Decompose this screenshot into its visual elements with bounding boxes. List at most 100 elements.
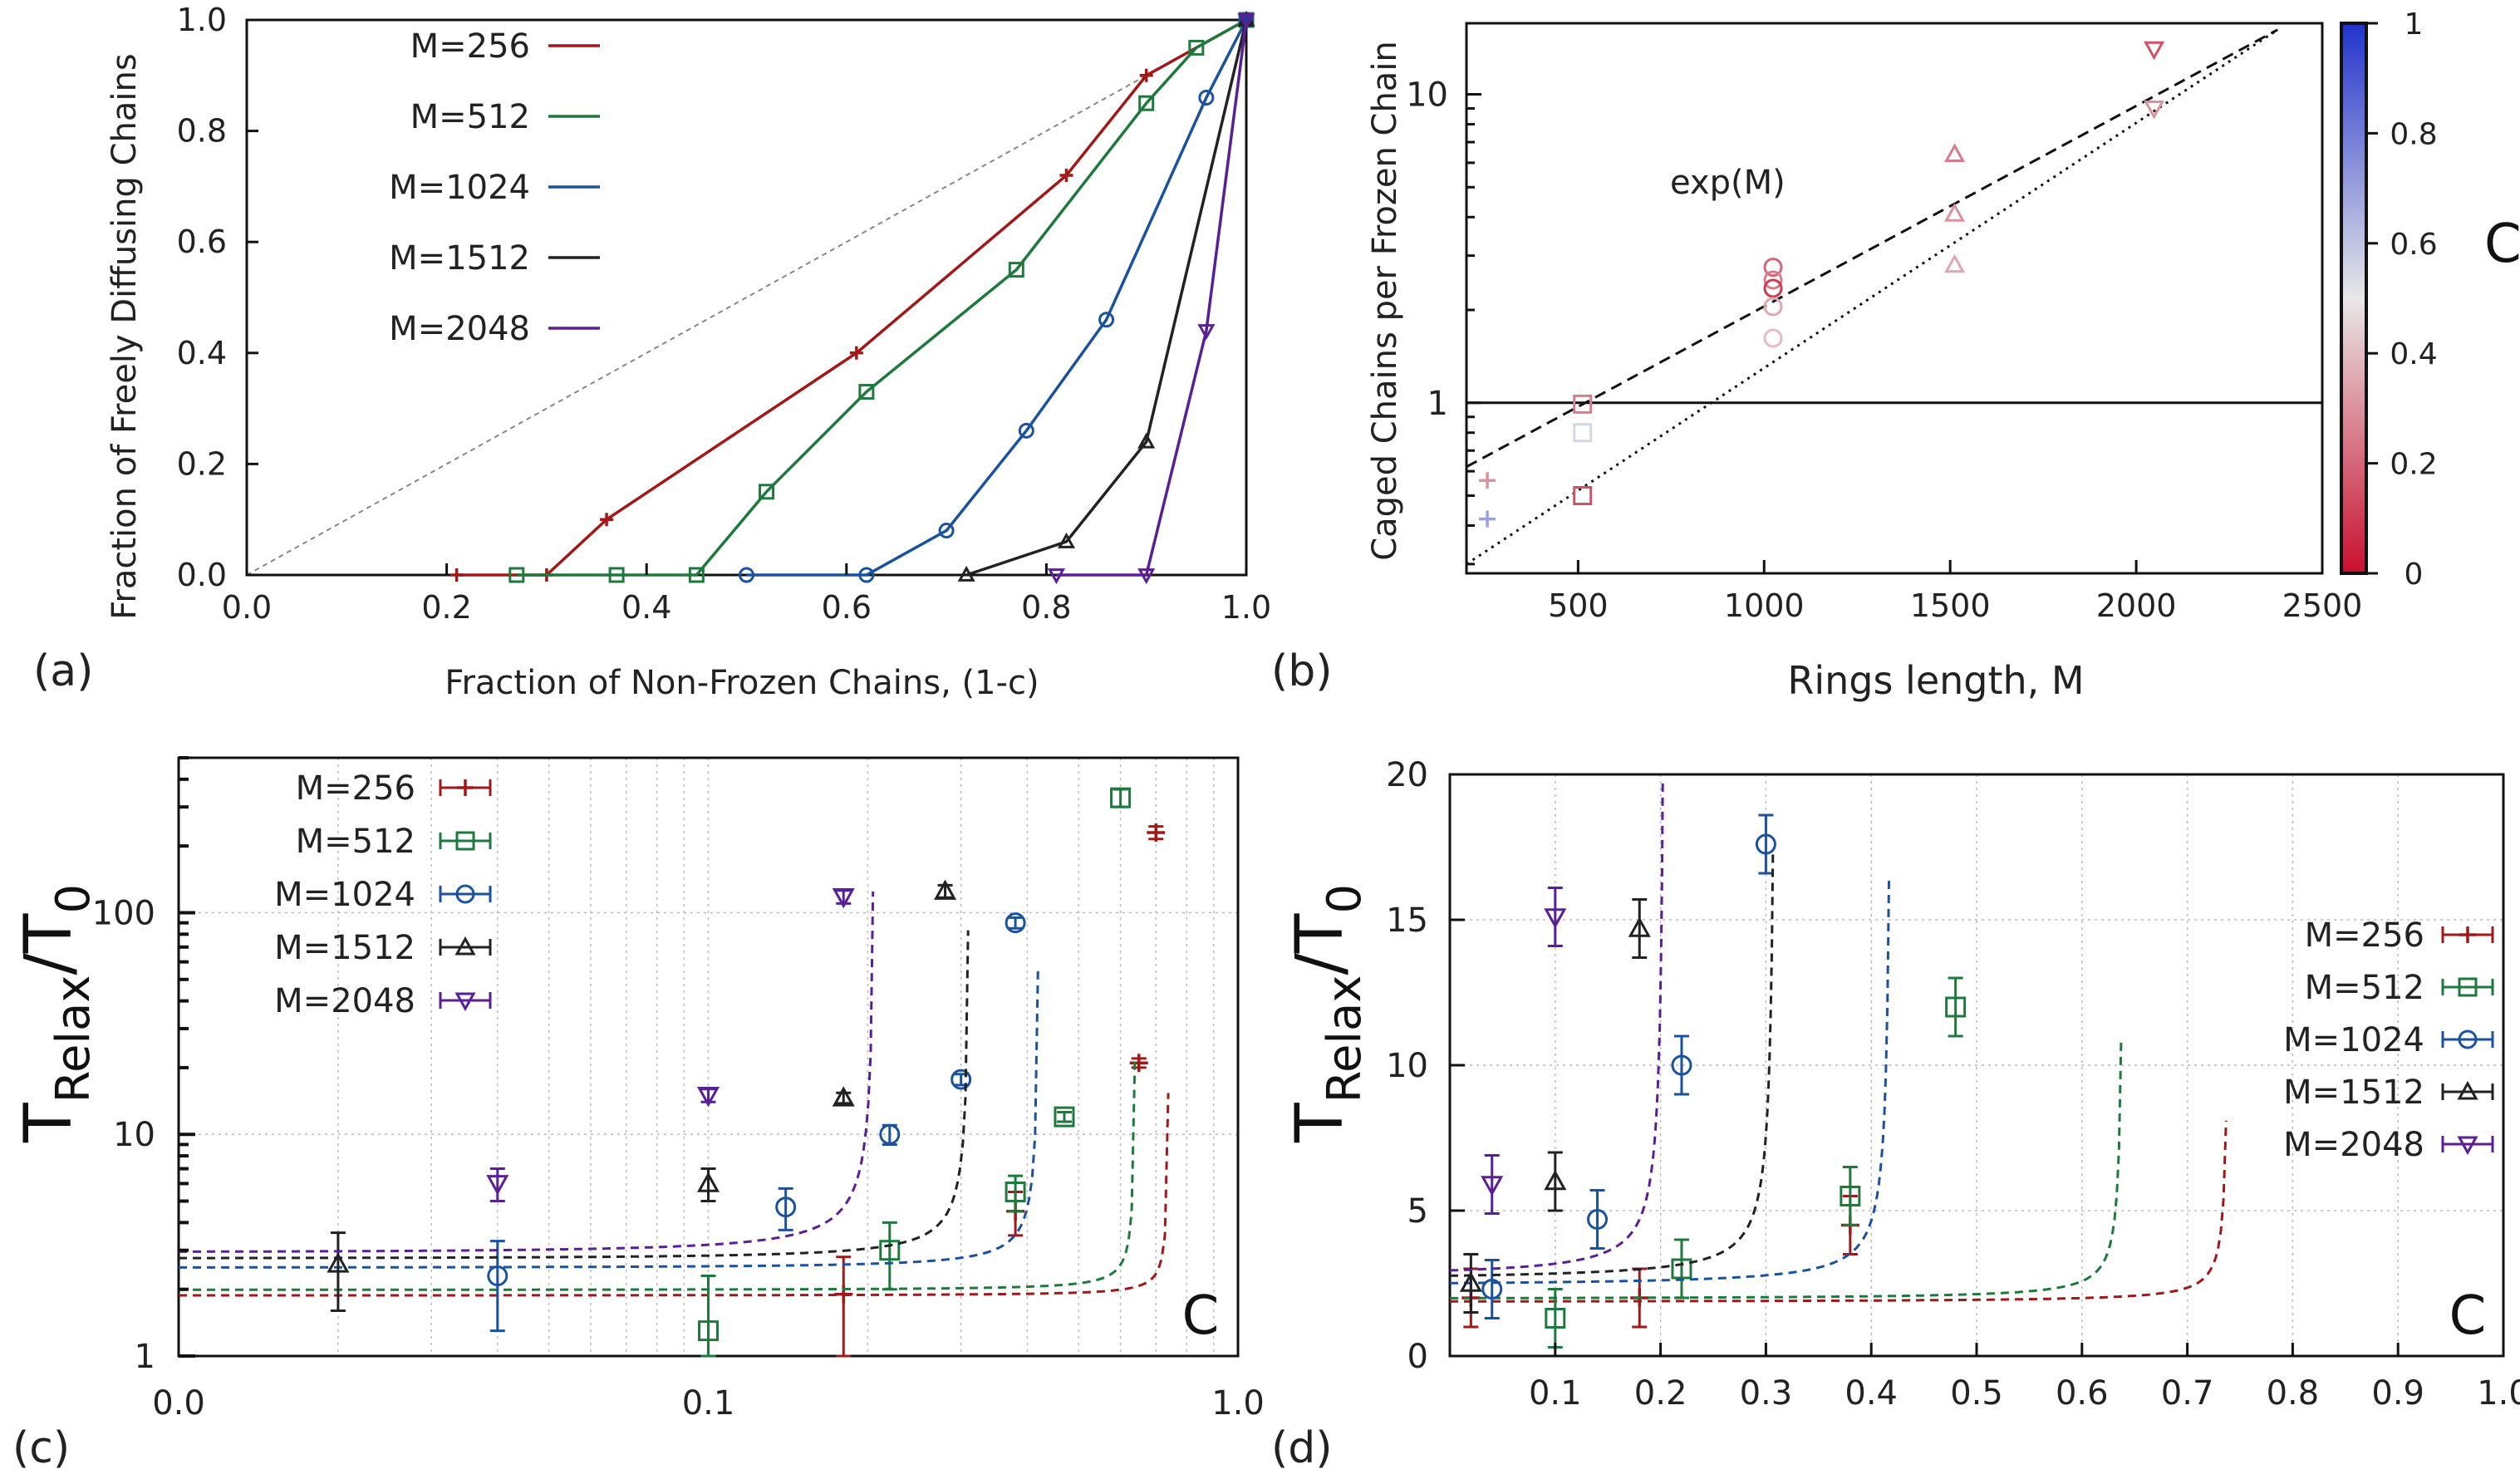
d-legend: M=256 M=512 M=1024 M=1512 M=2048 bbox=[2283, 916, 2494, 1164]
d-x-tick-label: 0.1 bbox=[1529, 1374, 1582, 1413]
b-data-point-M1512 bbox=[1944, 203, 1966, 222]
c-legend-bar-M=512 bbox=[439, 833, 492, 849]
c-legend-marker-M=2048 bbox=[454, 992, 476, 1012]
d-error-bar-M=1024 bbox=[1589, 1189, 1605, 1250]
a-x-tick-label: 0.6 bbox=[822, 589, 872, 626]
c-data-point-M=512 bbox=[1054, 1106, 1075, 1128]
a-data-point-M=512 bbox=[688, 567, 705, 583]
c-error-bar-M=1024 bbox=[778, 1187, 793, 1231]
c-ticks-layer: 0.0 0.1 1.0 1 10 100 bbox=[92, 756, 1265, 1422]
b-colorbar-gradient bbox=[2340, 22, 2368, 575]
c-y-tick-label: 100 bbox=[92, 894, 155, 932]
d-fit-curve-M=512 bbox=[1450, 1036, 2123, 1300]
b-plot-frame bbox=[1465, 22, 2324, 575]
b-data-point-M2048 bbox=[2144, 101, 2165, 120]
d-y-tick-label: 10 bbox=[1386, 1047, 1428, 1085]
a-legend-label-M=1024: M=1024 bbox=[389, 169, 530, 207]
a-series-line-M=2048 bbox=[1056, 19, 1248, 577]
c-error-bar-M=512 bbox=[1113, 788, 1128, 808]
d-fit-curve-M=256 bbox=[1450, 1120, 2228, 1303]
c-data-point-M=1512 bbox=[832, 1086, 855, 1107]
c-data-point-M=1024 bbox=[487, 1265, 508, 1287]
c-legend-marker-M=1512 bbox=[454, 936, 476, 956]
a-y-tick-label: 0.8 bbox=[177, 113, 227, 150]
a-legend-label-M=1512: M=1512 bbox=[389, 239, 530, 278]
a-legend: M=256 M=512 M=1024 M=1512 M=2048 bbox=[389, 27, 600, 348]
d-x-tick-label: 1.0 bbox=[2477, 1374, 2520, 1413]
d-error-bar-M=512 bbox=[1948, 976, 1963, 1038]
c-error-bar-M=1024 bbox=[1008, 916, 1024, 930]
c-legend-marker-M=1024 bbox=[455, 884, 475, 904]
d-error-bar-M=1024 bbox=[1484, 1259, 1500, 1319]
d-data-point-M=512 bbox=[1545, 1308, 1566, 1329]
a-x-tick-label: 1.0 bbox=[1221, 589, 1271, 626]
c-data-point-M=512 bbox=[698, 1320, 719, 1342]
d-legend-marker-M=1512 bbox=[2457, 1080, 2478, 1100]
c-error-bar-M=256 bbox=[836, 1255, 852, 1358]
d-data-point-M=1024 bbox=[1481, 1279, 1503, 1300]
a-legend-label-M=256: M=256 bbox=[410, 27, 530, 66]
d-x-axis-label: C bbox=[2449, 1285, 2487, 1347]
c-fit-curve-M=512 bbox=[179, 1060, 1137, 1291]
a-x-tick-label: 0.4 bbox=[621, 589, 671, 626]
d-x-tick-label: 0.7 bbox=[2161, 1374, 2214, 1413]
d-error-bar-M=1512 bbox=[1463, 1253, 1479, 1314]
b-y-axis-label: Caged Chains per Frozen Chain bbox=[1366, 41, 1404, 561]
b-colorbar-tick-label: 0.4 bbox=[2390, 337, 2437, 371]
d-x-tick-label: 0.2 bbox=[1634, 1374, 1687, 1413]
b-x-tick-label: 2000 bbox=[2096, 587, 2177, 624]
a-y-tick-label: 0.6 bbox=[177, 224, 227, 260]
b-reference-line-dotted bbox=[1466, 28, 2279, 566]
c-x-tick-label: 0.1 bbox=[682, 1384, 735, 1422]
c-fit-curve-M=256 bbox=[179, 1093, 1170, 1297]
c-series-layer bbox=[179, 787, 1170, 1358]
c-data-point-M=256 bbox=[1129, 1054, 1148, 1073]
c-fit-curve-M=1024 bbox=[179, 968, 1039, 1269]
b-colorbar-tick-label: 1 bbox=[2405, 7, 2424, 42]
b-colorbar-tick-label: 0.8 bbox=[2390, 117, 2437, 151]
d-y-axis-label-sub: Relax bbox=[1318, 975, 1372, 1103]
b-colorbar: 0 0.2 0.4 0.6 0.8 1 bbox=[2340, 7, 2438, 592]
a-x-tick-label: 0.2 bbox=[421, 589, 471, 626]
d-y-tick-label: 15 bbox=[1386, 902, 1428, 940]
b-data-point-M512 bbox=[1573, 394, 1593, 414]
d-error-bar-M=1512 bbox=[1632, 898, 1648, 959]
a-data-point-M=512 bbox=[759, 484, 775, 500]
c-error-bar-M=2048 bbox=[489, 1167, 505, 1203]
c-x-axis-label: C bbox=[1182, 1285, 1220, 1347]
d-data-point-M=512 bbox=[1945, 996, 1967, 1018]
d-data-point-M=1512 bbox=[1544, 1169, 1567, 1191]
panel-a: 0.0 0.2 0.4 0.6 0.8 1.0 0.0 0.2 0.4 0.6 0.8 1.0 M=2… bbox=[106, 2, 1271, 702]
c-data-point-M=512 bbox=[879, 1240, 901, 1261]
c-data-point-M=1512 bbox=[934, 879, 957, 900]
a-data-point-M=512 bbox=[858, 384, 875, 400]
a-series-line-M=1024 bbox=[746, 19, 1248, 577]
a-data-point-M=512 bbox=[1188, 39, 1205, 56]
c-legend-bar-M=2048 bbox=[439, 992, 492, 1009]
a-data-point-M=2048 bbox=[1047, 568, 1065, 585]
b-colorbar-tick-label: 0.2 bbox=[2390, 448, 2437, 482]
c-error-bar-M=512 bbox=[1056, 1110, 1072, 1123]
d-legend-marker-M=2048 bbox=[2457, 1136, 2478, 1156]
b-data-point-M1024 bbox=[1763, 328, 1783, 348]
a-series-line-M=256 bbox=[456, 18, 1247, 577]
c-legend-label-M=512: M=512 bbox=[296, 823, 415, 861]
a-x-tick-label: 0.8 bbox=[1021, 589, 1071, 626]
a-data-point-M=512 bbox=[1008, 262, 1024, 278]
a-y-axis-label: Fraction of Freely Diffusing Chains bbox=[106, 53, 144, 619]
a-grid-layer bbox=[245, 18, 1248, 577]
b-x-tick-label: 1000 bbox=[1724, 587, 1805, 624]
d-y-axis-label-tail: /T bbox=[1283, 913, 1358, 975]
a-data-point-M=256 bbox=[849, 346, 863, 360]
c-legend-bar-M=1024 bbox=[439, 886, 492, 902]
a-data-point-M=2048 bbox=[1237, 13, 1255, 30]
d-data-point-M=1024 bbox=[1587, 1209, 1609, 1230]
a-x-axis-label: Fraction of Non-Frozen Chains, (1-c) bbox=[445, 664, 1039, 702]
b-reference-line-dashed bbox=[1466, 28, 2278, 469]
d-data-point-M=2048 bbox=[1544, 908, 1567, 929]
d-data-point-M=2048 bbox=[1481, 1176, 1504, 1196]
a-data-point-M=512 bbox=[608, 567, 625, 583]
b-data-point-M1024 bbox=[1763, 270, 1783, 290]
